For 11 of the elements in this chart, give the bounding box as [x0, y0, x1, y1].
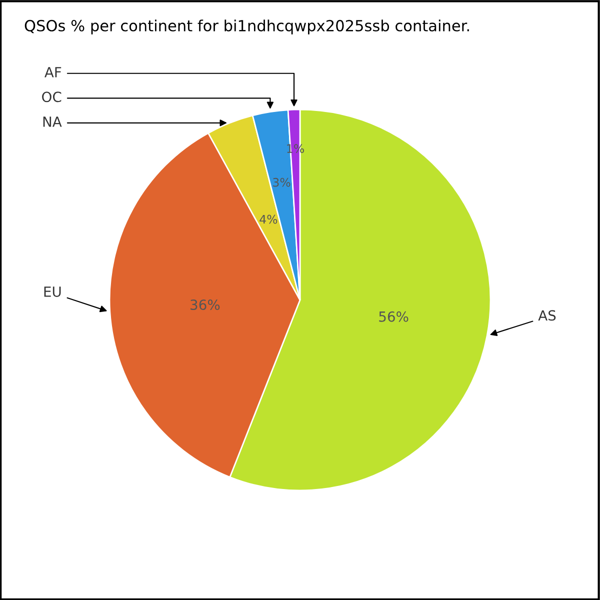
- slice-label: AS: [538, 310, 556, 321]
- chart-title: QSOs % per continent for bi1ndhcqwpx2025ssb container.: [24, 20, 469, 34]
- data-label: 3%: [273, 178, 290, 187]
- data-label: 36%: [190, 300, 220, 310]
- slice-label: OC: [42, 92, 62, 102]
- data-label: 56%: [379, 311, 408, 322]
- slice-label: EU: [44, 286, 61, 297]
- data-label: 1%: [287, 144, 304, 154]
- slice-label: AF: [44, 67, 62, 78]
- data-label: 4%: [260, 214, 278, 224]
- slice-label: NA: [43, 116, 62, 127]
